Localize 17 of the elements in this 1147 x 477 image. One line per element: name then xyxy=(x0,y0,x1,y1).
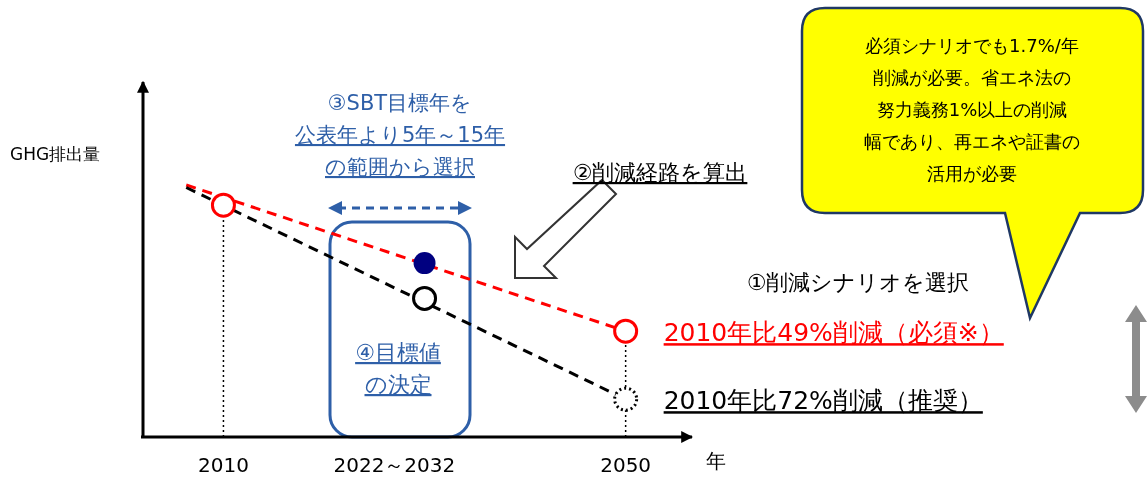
series-label: 2010年比49%削減（必須※） xyxy=(663,318,1004,348)
annotation: ④目標値の決定 xyxy=(355,340,441,397)
annotation: ②削減経路を算出 xyxy=(572,160,748,185)
point xyxy=(412,285,438,311)
text: 必須シナリオでも1.7%/年削減が必要。省エネ法の努力義務1%以上の削減幅であり、再エネや証書の活用が必要 xyxy=(864,35,1080,184)
point xyxy=(613,318,639,344)
text: ①削減シナリオを選択 xyxy=(746,270,970,295)
x-tick-label: 2022～2032 xyxy=(333,453,456,477)
point xyxy=(413,252,436,275)
series-label: 2010年比72%削減（推奨） xyxy=(663,386,983,416)
x-axis-title: 年 xyxy=(706,449,726,473)
x-tick-label: 2050 xyxy=(600,453,652,477)
point xyxy=(210,192,236,218)
text: ③SBT目標年を公表年より5年～15年の範囲から選択 xyxy=(294,91,506,179)
y-axis-title: GHG排出量 xyxy=(10,144,101,164)
point xyxy=(613,386,639,412)
x-tick-label: 2010 xyxy=(197,453,249,477)
